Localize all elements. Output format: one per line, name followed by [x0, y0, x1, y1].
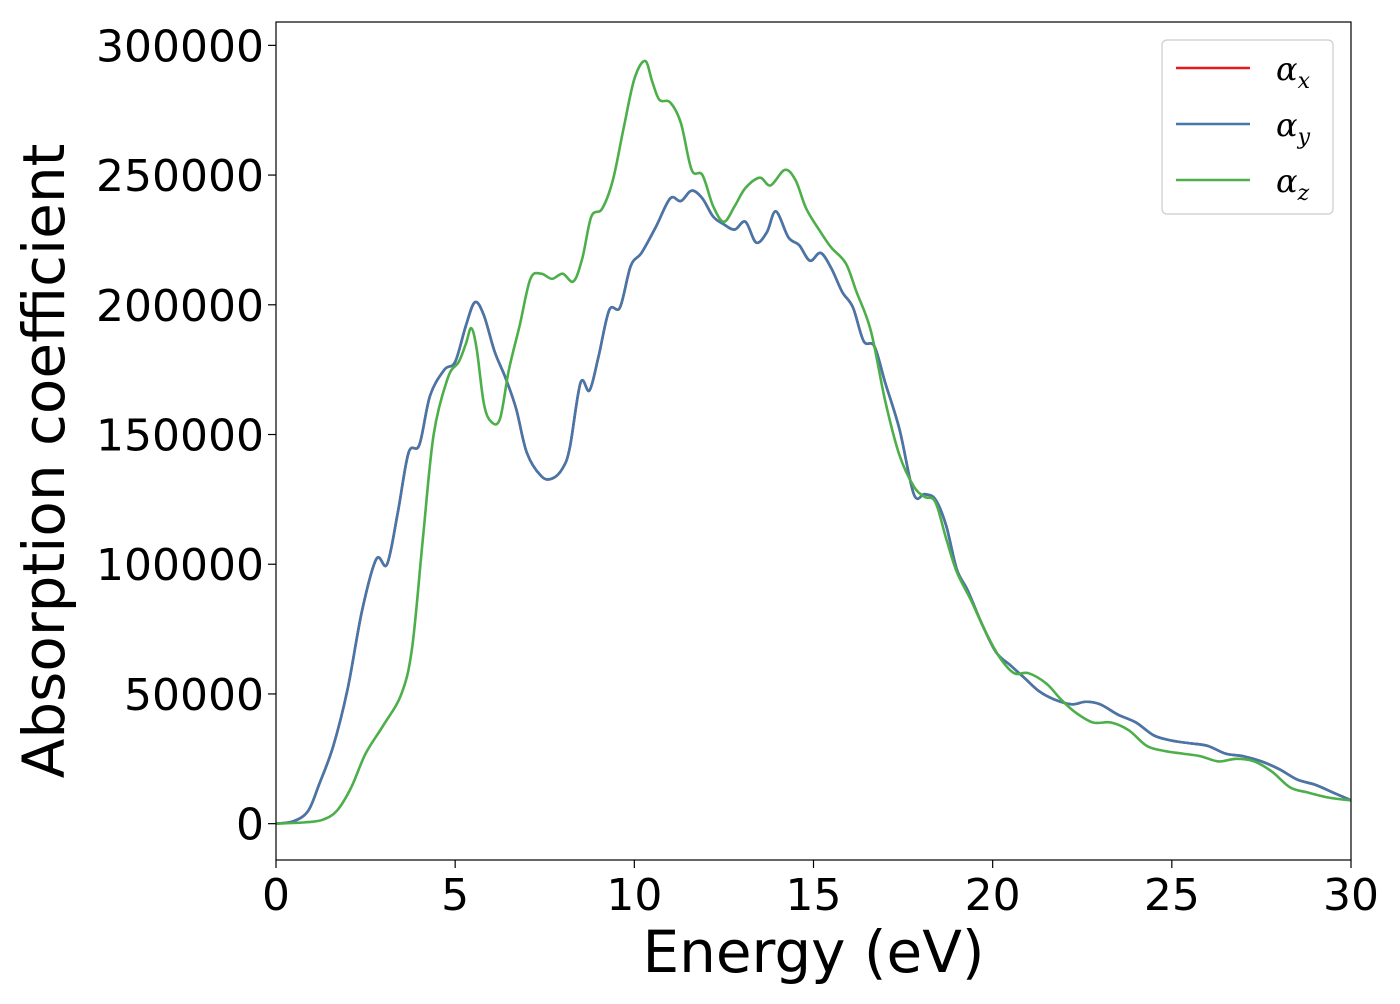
x-tick-label: 10: [606, 870, 662, 921]
x-tick-label: 30: [1323, 870, 1379, 921]
legend-box: [1161, 39, 1334, 215]
y-tick-label: 150000: [96, 411, 264, 462]
y-tick-label: 50000: [124, 670, 264, 721]
legend-label-z: αz: [1276, 162, 1310, 206]
series-line-y: [276, 189, 1351, 825]
x-axis: 0 5 10 15 20 25 30: [262, 860, 1379, 921]
y-tick-label: 100000: [96, 540, 264, 591]
x-tick-label: 0: [262, 870, 290, 921]
x-tick-label: 5: [441, 870, 469, 921]
series-layer: [276, 59, 1351, 825]
x-tick-label: 20: [965, 870, 1021, 921]
y-tick-label: 200000: [96, 281, 264, 332]
y-tick-label: 250000: [96, 151, 264, 202]
x-tick-label: 15: [786, 870, 842, 921]
x-axis-label: Energy (eV): [642, 918, 984, 986]
x-tick-label: 25: [1144, 870, 1200, 921]
series-line-z: [276, 59, 1351, 825]
y-tick-label: 300000: [96, 21, 264, 72]
y-axis-label: Absorption coefficient: [10, 144, 78, 779]
y-tick-label: 0: [236, 800, 264, 851]
series-line-x: [276, 189, 1351, 825]
y-axis: 0 50000 100000 150000 200000 250000 300000: [96, 21, 276, 851]
